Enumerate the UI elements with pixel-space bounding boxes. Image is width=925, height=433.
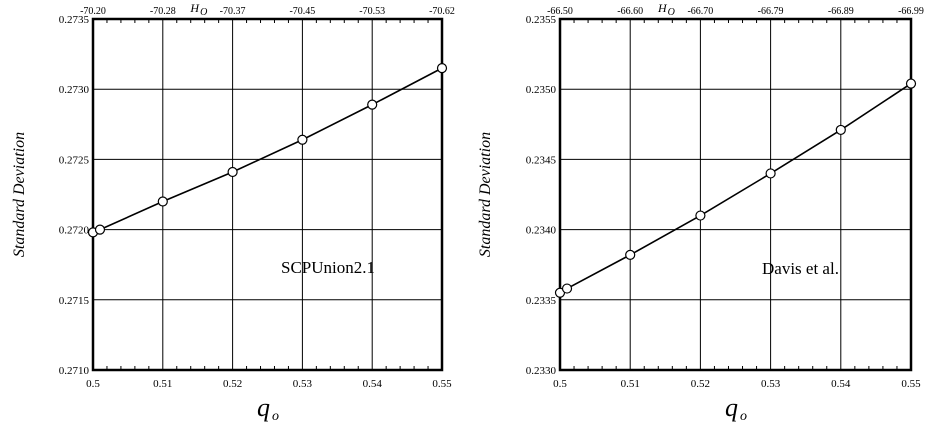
x-tick-label: 0.51 [153,378,172,390]
x-tick-label: 0.55 [901,378,921,390]
x-tick-label: 0.51 [621,378,640,390]
top-tick-label: -70.28 [150,6,176,17]
x-axis-label-subscript: o [740,409,747,424]
y-tick-label: 0.2720 [59,225,90,237]
top-tick-label: -70.20 [80,6,106,17]
chart-annotation: SCPUnion2.1 [281,258,375,277]
data-point [297,134,308,145]
top-tick-label: -66.50 [547,6,573,17]
chart-annotation: Davis et al. [762,259,839,278]
y-tick-label: 0.2725 [59,154,90,166]
y-tick-label: 0.2335 [526,295,557,307]
data-point [765,168,776,179]
data-point [625,249,636,260]
top-tick-label: -66.70 [687,6,713,17]
data-point [561,283,573,294]
y-axis-label: Standard Deviation [477,132,494,257]
top-axis-label: H [189,1,200,15]
top-tick-label: -66.79 [758,6,784,17]
y-tick-label: 0.2345 [526,154,557,166]
x-axis-label: q [725,393,738,422]
x-tick-label: 0.52 [691,378,710,390]
x-axis-label-subscript: o [272,409,279,424]
chart-1: 0.5 0.51 0.52 0.53 0.54 0.55 -70.20 -70.28 -70.3… [11,1,455,424]
top-axis-label: H [657,1,668,15]
top-axis-label-subscript: O [668,7,675,18]
top-axis-label-subscript: O [200,7,207,18]
top-tick-label: -70.45 [289,6,315,17]
y-axis-label: Standard Deviation [11,132,28,257]
x-tick-label: 0.54 [831,378,851,390]
top-tick-label: -70.62 [429,6,455,17]
y-tick-label: 0.2330 [526,365,557,377]
data-point [157,196,168,207]
data-point [227,166,238,178]
data-point [367,99,378,110]
plot-frame [558,17,913,372]
chart-2: 0.5 0.51 0.52 0.53 0.54 0.55 -66.50 -66.60 -66.7… [477,1,924,424]
x-tick-label: 0.5 [553,378,567,390]
x-axis-label: q [257,393,270,422]
x-tick-label: 0.55 [432,378,452,390]
y-tick-label: 0.2735 [59,14,90,26]
data-point [905,78,917,89]
top-tick-label: -70.37 [220,6,246,17]
x-tick-label: 0.5 [86,378,100,390]
data-point [835,124,846,136]
y-tick-label: 0.2715 [59,295,90,307]
y-tick-label: 0.2340 [526,225,557,237]
top-tick-label: -70.53 [359,6,385,17]
data-point [94,224,106,235]
top-tick-label: -66.89 [828,6,854,17]
y-tick-label: 0.2350 [526,84,557,96]
x-tick-label: 0.54 [363,378,383,390]
top-tick-label: -66.60 [617,6,643,17]
series-line [559,82,912,294]
x-tick-label: 0.53 [761,378,781,390]
plot-frame [91,17,444,372]
y-tick-label: 0.2355 [526,14,557,26]
top-tick-label: -66.99 [898,6,924,17]
x-tick-label: 0.52 [223,378,242,390]
series-line [92,67,443,234]
y-tick-label: 0.2710 [59,365,90,377]
x-tick-label: 0.53 [293,378,313,390]
data-point [436,63,448,74]
y-tick-label: 0.2730 [59,84,90,96]
data-point [695,210,706,221]
